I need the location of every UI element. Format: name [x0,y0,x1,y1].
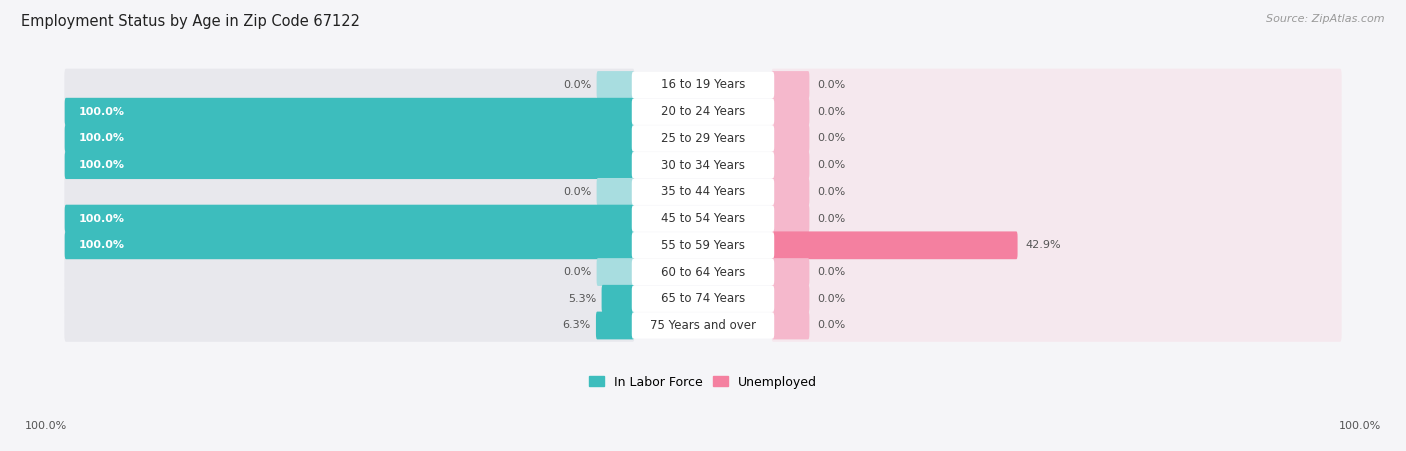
FancyBboxPatch shape [65,202,634,235]
FancyBboxPatch shape [631,152,775,178]
FancyBboxPatch shape [772,205,810,233]
FancyBboxPatch shape [772,69,1341,101]
FancyBboxPatch shape [631,72,775,98]
FancyBboxPatch shape [65,282,634,315]
FancyBboxPatch shape [772,178,810,206]
FancyBboxPatch shape [65,98,634,125]
Text: 0.0%: 0.0% [564,267,592,277]
Text: 0.0%: 0.0% [818,267,846,277]
Text: 0.0%: 0.0% [818,321,846,331]
Text: 0.0%: 0.0% [564,187,592,197]
Text: 0.0%: 0.0% [818,160,846,170]
FancyBboxPatch shape [65,122,634,155]
Text: Source: ZipAtlas.com: Source: ZipAtlas.com [1267,14,1385,23]
FancyBboxPatch shape [602,285,634,313]
Text: 65 to 74 Years: 65 to 74 Years [661,292,745,305]
Text: Employment Status by Age in Zip Code 67122: Employment Status by Age in Zip Code 671… [21,14,360,28]
FancyBboxPatch shape [65,229,634,262]
FancyBboxPatch shape [65,205,634,233]
FancyBboxPatch shape [65,175,634,208]
FancyBboxPatch shape [65,124,634,152]
FancyBboxPatch shape [596,258,634,286]
FancyBboxPatch shape [631,259,775,285]
FancyBboxPatch shape [772,256,1341,288]
Text: 25 to 29 Years: 25 to 29 Years [661,132,745,145]
FancyBboxPatch shape [772,96,1341,128]
FancyBboxPatch shape [772,202,1341,235]
FancyBboxPatch shape [596,178,634,206]
FancyBboxPatch shape [772,124,810,152]
FancyBboxPatch shape [65,96,634,128]
Text: 0.0%: 0.0% [818,214,846,224]
Text: 20 to 24 Years: 20 to 24 Years [661,105,745,118]
Text: 55 to 59 Years: 55 to 59 Years [661,239,745,252]
FancyBboxPatch shape [772,149,1341,181]
Text: 100.0%: 100.0% [25,421,67,431]
Text: 0.0%: 0.0% [564,80,592,90]
Text: 100.0%: 100.0% [1339,421,1381,431]
FancyBboxPatch shape [772,71,810,99]
FancyBboxPatch shape [631,285,775,312]
FancyBboxPatch shape [772,175,1341,208]
FancyBboxPatch shape [772,229,1341,262]
FancyBboxPatch shape [631,206,775,232]
FancyBboxPatch shape [772,151,810,179]
Text: 60 to 64 Years: 60 to 64 Years [661,266,745,279]
FancyBboxPatch shape [65,231,634,259]
FancyBboxPatch shape [596,312,634,340]
Text: 5.3%: 5.3% [568,294,596,304]
FancyBboxPatch shape [65,256,634,288]
Text: 6.3%: 6.3% [562,321,591,331]
Text: 30 to 34 Years: 30 to 34 Years [661,159,745,172]
FancyBboxPatch shape [65,309,634,342]
FancyBboxPatch shape [631,232,775,258]
Text: 45 to 54 Years: 45 to 54 Years [661,212,745,225]
FancyBboxPatch shape [772,231,1018,259]
Text: 100.0%: 100.0% [79,214,125,224]
Legend: In Labor Force, Unemployed: In Labor Force, Unemployed [583,371,823,394]
FancyBboxPatch shape [772,122,1341,155]
FancyBboxPatch shape [772,258,810,286]
Text: 0.0%: 0.0% [818,107,846,117]
Text: 0.0%: 0.0% [818,187,846,197]
FancyBboxPatch shape [772,285,810,313]
FancyBboxPatch shape [65,149,634,181]
Text: 100.0%: 100.0% [79,107,125,117]
Text: 100.0%: 100.0% [79,133,125,143]
FancyBboxPatch shape [772,312,810,340]
Text: 100.0%: 100.0% [79,240,125,250]
FancyBboxPatch shape [772,282,1341,315]
FancyBboxPatch shape [596,71,634,99]
FancyBboxPatch shape [65,151,634,179]
Text: 0.0%: 0.0% [818,80,846,90]
Text: 35 to 44 Years: 35 to 44 Years [661,185,745,198]
Text: 75 Years and over: 75 Years and over [650,319,756,332]
FancyBboxPatch shape [772,309,1341,342]
FancyBboxPatch shape [631,125,775,152]
FancyBboxPatch shape [772,98,810,125]
Text: 100.0%: 100.0% [79,160,125,170]
FancyBboxPatch shape [65,69,634,101]
Text: 42.9%: 42.9% [1026,240,1062,250]
Text: 0.0%: 0.0% [818,133,846,143]
Text: 16 to 19 Years: 16 to 19 Years [661,78,745,92]
FancyBboxPatch shape [631,179,775,205]
FancyBboxPatch shape [631,99,775,125]
Text: 0.0%: 0.0% [818,294,846,304]
FancyBboxPatch shape [631,313,775,339]
